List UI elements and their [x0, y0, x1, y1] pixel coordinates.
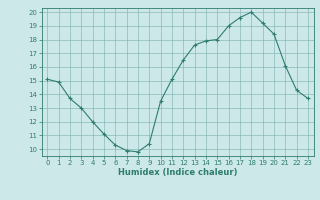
X-axis label: Humidex (Indice chaleur): Humidex (Indice chaleur) — [118, 168, 237, 177]
